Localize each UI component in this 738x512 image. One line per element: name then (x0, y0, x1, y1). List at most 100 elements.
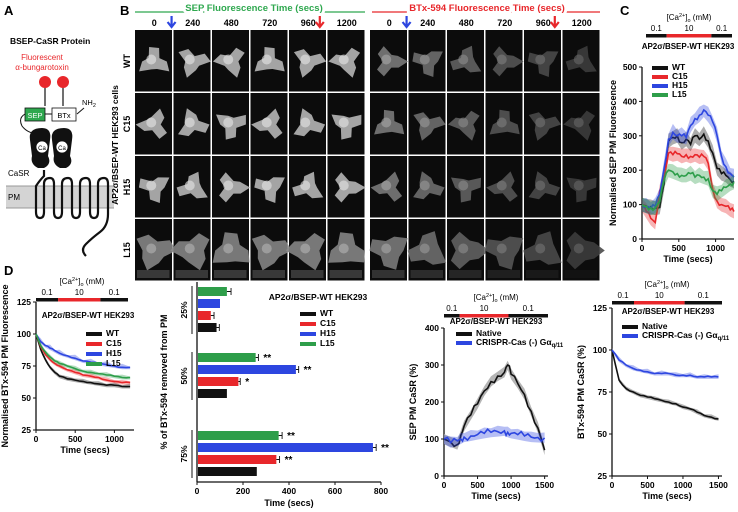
legend-entry: H15 (320, 328, 336, 338)
time-label: 1200 (337, 18, 357, 28)
error-bar (278, 432, 283, 439)
cell-blob (175, 270, 208, 278)
legend-entry: WT (106, 328, 120, 338)
cell-highlight (184, 243, 195, 254)
cell-line-label: AP2σ/BSEP-WT HEK293 (622, 307, 715, 316)
cell-line-label: AP2σ/BSEP-WT HEK293 (42, 311, 135, 320)
cell-highlight (146, 243, 157, 254)
legend-swatch (456, 332, 472, 336)
x-tick-label: 500 (68, 434, 82, 444)
x-axis-label: Time (secs) (60, 445, 109, 455)
protocol-level: 0.1 (617, 291, 629, 300)
cell-blob (331, 114, 362, 140)
svg-text:BTx: BTx (57, 111, 71, 120)
cell-highlight (223, 243, 234, 254)
legend-swatch (300, 342, 316, 346)
panel-e-chart: 0 200 400 600 800 Time (secs) % of BTx-594 rem… (159, 282, 389, 508)
y-tick-label: 25 (598, 471, 608, 481)
sep-title: SEP Fluorescence Time (secs) (185, 3, 322, 14)
bar (198, 311, 211, 320)
svg-text:SEP: SEP (27, 111, 42, 120)
y-tick-label: 300 (623, 131, 637, 141)
calcium-decrease-arrow-icon (549, 16, 560, 29)
legend-swatch (300, 322, 316, 326)
error-bar (372, 444, 377, 451)
cell-highlight (535, 117, 546, 128)
protocol-level: 10 (75, 288, 84, 297)
casr-label: CaSR (8, 169, 30, 178)
series-line (611, 349, 719, 420)
error-band (444, 425, 545, 448)
cell-highlight (573, 54, 584, 65)
cell-blob (372, 270, 405, 278)
cell-highlight (146, 180, 157, 191)
legend-swatch (652, 93, 668, 97)
legend-swatch (300, 332, 316, 336)
series-line (641, 108, 735, 210)
cell-blob (136, 234, 177, 271)
significance-marker: ** (263, 353, 271, 364)
fluorophore-icon (39, 76, 51, 88)
x-axis-label: Time (secs) (642, 491, 691, 501)
group-label: 25% (179, 301, 189, 318)
cell-highlight (419, 117, 430, 128)
protocol-level: 0.1 (698, 291, 710, 300)
cell-line-label: AP2σ/BSEP-WT HEK293 (642, 42, 735, 51)
x-tick-label: 400 (282, 486, 296, 496)
y-tick-label: 125 (17, 297, 31, 307)
cell-highlight (261, 54, 272, 65)
nh2-label: NH2 (82, 98, 96, 109)
protocol-segment (684, 301, 722, 305)
cell-blob (369, 236, 408, 270)
cell-blob (219, 172, 251, 203)
error-bar (255, 354, 259, 361)
toxin-label-2: α-bungarotoxin (15, 63, 69, 72)
pm-label: PM (8, 193, 20, 202)
protocol-level: 10 (655, 291, 664, 300)
time-label: 960 (301, 18, 316, 28)
legend-swatch (86, 332, 102, 336)
panel-b-micrographs: SEP Fluorescence Time (secs) BTx-594 Flu… (110, 0, 605, 281)
cell-highlight (419, 243, 430, 254)
y-tick-label: 200 (425, 397, 439, 407)
protocol-segment (612, 301, 634, 305)
series-line (641, 150, 735, 225)
y-axis-label: BTx-594 PM CaSR (%) (576, 345, 586, 439)
x-tick-label: 500 (640, 480, 654, 490)
legend-swatch (652, 75, 668, 79)
toxin-label-1: Fluorescent (21, 53, 64, 62)
calcium-ion (35, 140, 49, 154)
cell-highlight (381, 243, 392, 254)
y-tick-label: 400 (623, 96, 637, 106)
cell-highlight (338, 54, 349, 65)
significance-marker: ** (381, 443, 389, 454)
cell-highlight (300, 54, 311, 65)
panel-letter-d: D (4, 263, 13, 278)
bar (198, 365, 296, 374)
error-bar (216, 324, 220, 331)
protocol-level: 0.1 (446, 304, 458, 313)
panel-a-schematic: BSEP-CaSR Protein Fluorescent α-bungarot… (6, 36, 114, 257)
protocol-level: 0.1 (651, 24, 663, 33)
cell-highlight (458, 117, 469, 128)
cell-highlight (535, 180, 546, 191)
error-bar (295, 366, 300, 373)
y-axis-label: Normalised BTx-594 PM Fluorescence (0, 284, 10, 447)
cell-highlight (338, 117, 349, 128)
calcium-concentration-label: [Ca2+]o (mM) (645, 280, 690, 291)
x-axis-label: Time (secs) (663, 254, 712, 264)
x-tick-label: 0 (195, 486, 200, 496)
cell-blob (451, 177, 481, 203)
cell-blob (492, 46, 524, 77)
y-tick-label: 50 (598, 429, 608, 439)
x-axis-label: Time (secs) (264, 498, 313, 508)
cell-highlight (184, 180, 195, 191)
cell-highlight (573, 243, 584, 254)
y-tick-label: 100 (17, 329, 31, 339)
cell-blob (564, 270, 597, 278)
y-tick-label: 50 (22, 393, 32, 403)
cell-highlight (381, 180, 392, 191)
legend-swatch (86, 352, 102, 356)
cell-blob (412, 51, 443, 77)
